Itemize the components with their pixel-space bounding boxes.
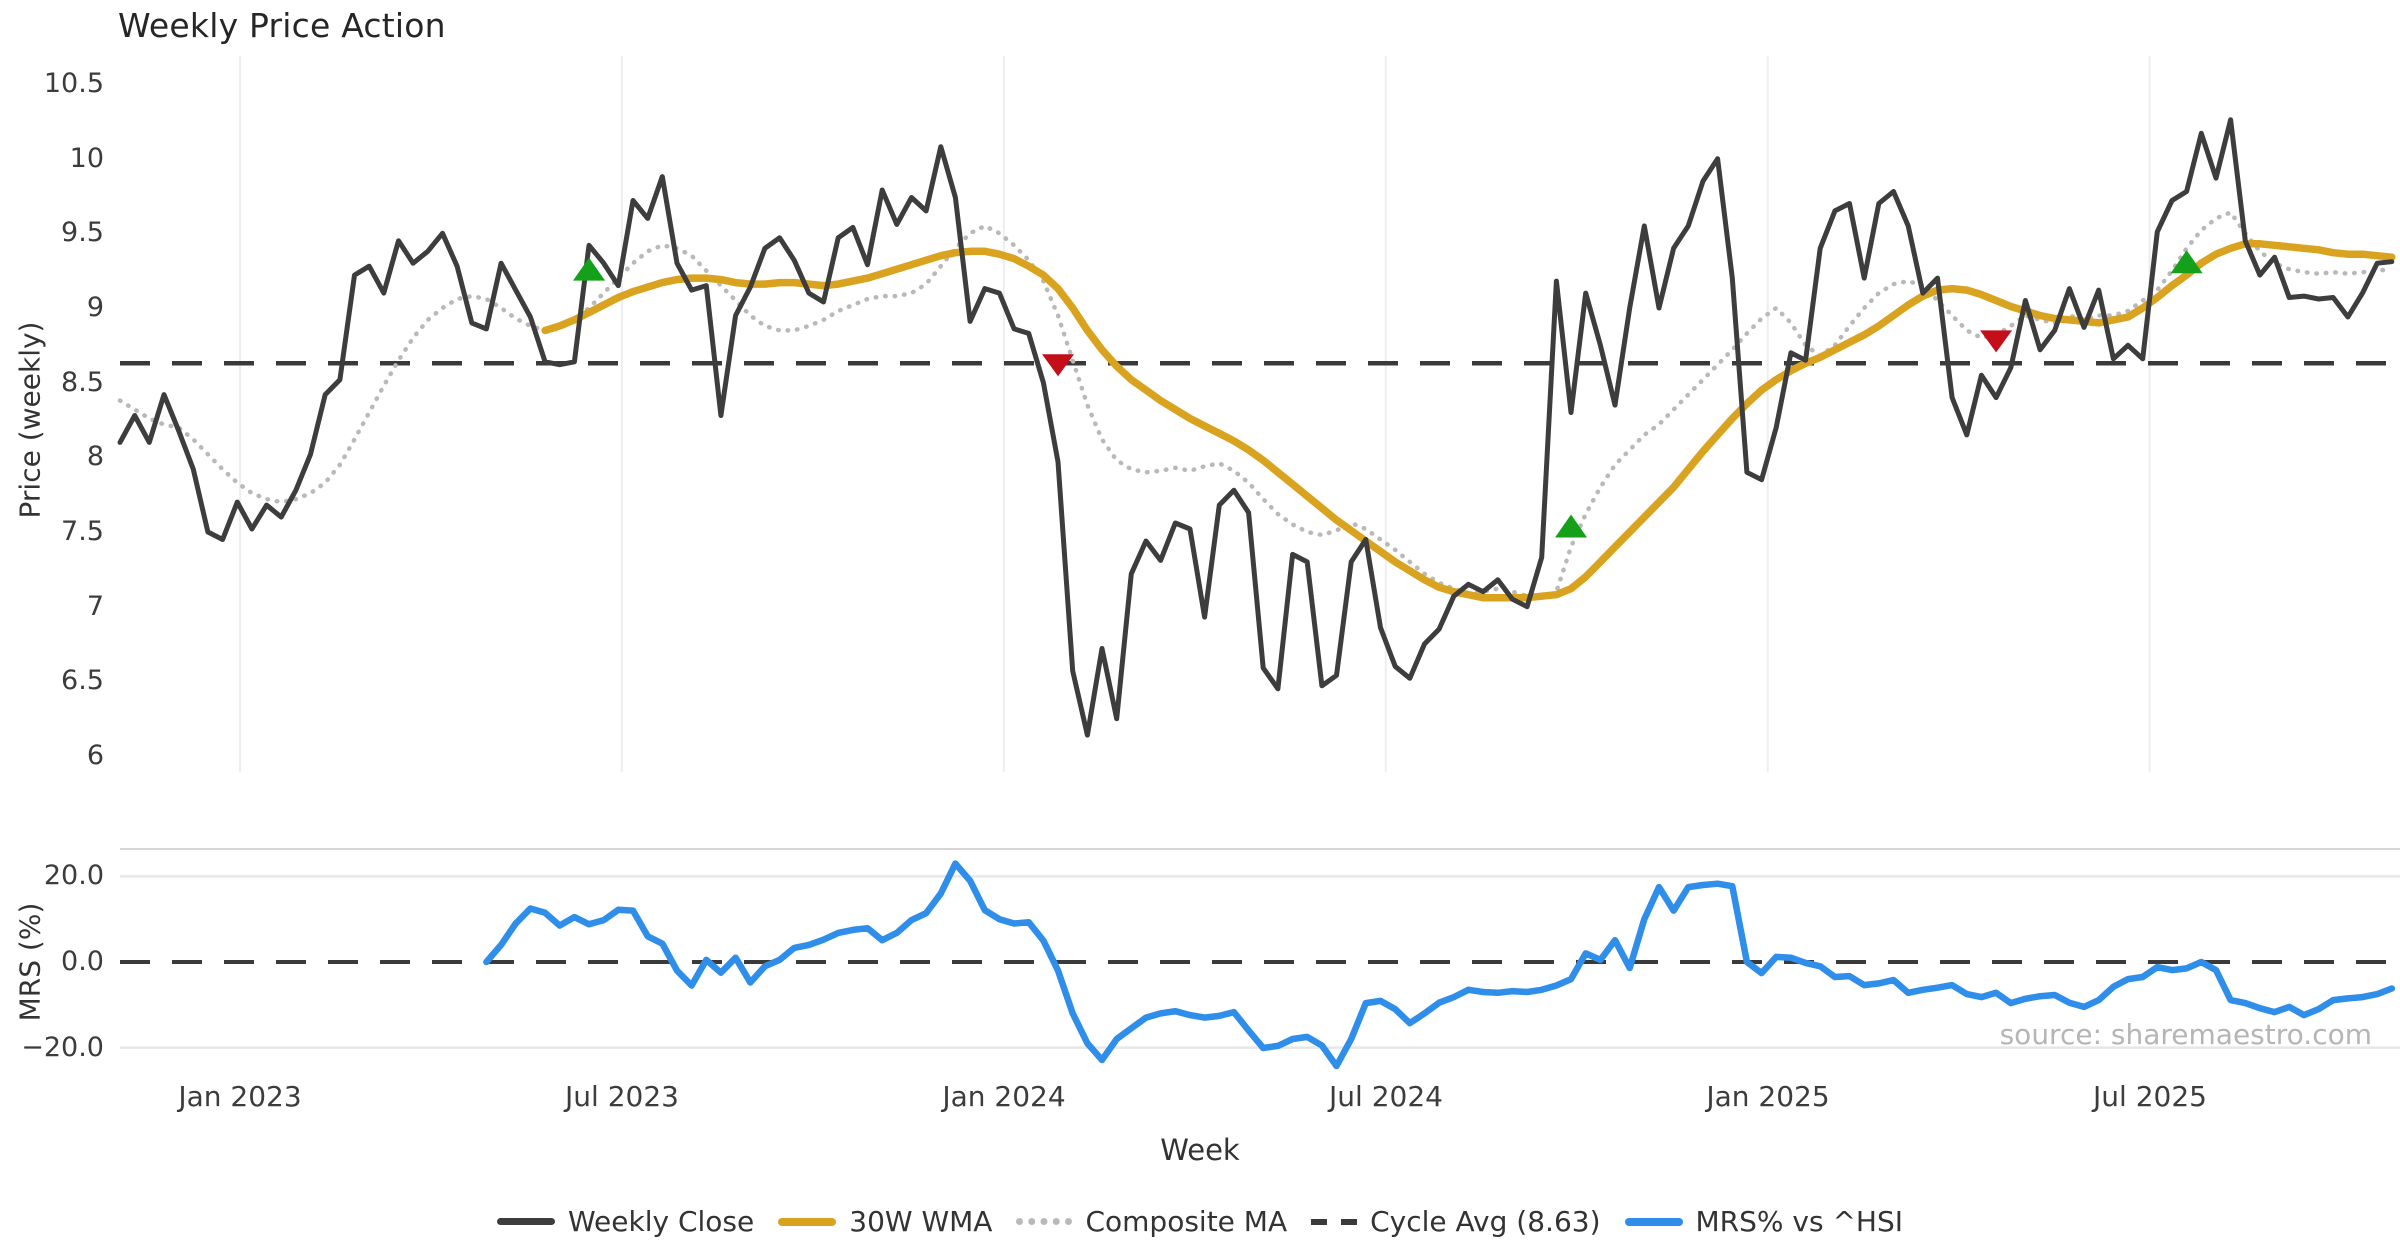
buy-marker-icon	[2170, 250, 2203, 274]
price-tick-label: 6	[86, 740, 104, 771]
price-tick-label: 10.5	[43, 68, 104, 99]
legend-item: Cycle Avg (8.63)	[1311, 1205, 1601, 1238]
solid-gold-swatch-icon	[778, 1217, 837, 1226]
weekly-close-line	[117, 117, 2395, 738]
composite-ma-line	[117, 210, 2395, 600]
legend-label: MRS% vs ^HSI	[1695, 1205, 1904, 1238]
dotted-gray-swatch-icon	[1016, 1218, 1073, 1225]
x-tick-label: Jul 2023	[565, 1080, 679, 1113]
price-tick-label: 8.5	[61, 367, 104, 398]
wma-30w-line	[541, 240, 2396, 602]
mrs-tick-label: 20.0	[43, 860, 104, 891]
x-axis-title: Week	[1160, 1133, 1240, 1167]
solid-blue-swatch-icon	[1624, 1217, 1683, 1226]
buy-marker-icon	[1555, 514, 1588, 538]
sell-marker-icon	[1042, 354, 1075, 377]
price-axis-title: Price (weekly)	[13, 321, 47, 519]
price-tick-label: 7.5	[61, 516, 104, 547]
mrs-tick-label: 0.0	[61, 946, 104, 977]
legend-label: Weekly Close	[568, 1205, 755, 1238]
price-tick-label: 8	[86, 441, 104, 472]
x-tick-label: Jan 2025	[1706, 1080, 1830, 1113]
legend-item: Composite MA	[1016, 1205, 1287, 1238]
price-tick-label: 7	[86, 591, 104, 622]
price-tick-label: 10	[69, 143, 104, 174]
mrs-axis-title: MRS (%)	[13, 902, 47, 1022]
legend-item: MRS% vs ^HSI	[1624, 1205, 1904, 1238]
x-tick-label: Jan 2023	[178, 1080, 302, 1113]
mrs-tick-label: −20.0	[21, 1032, 104, 1063]
legend-label: 30W WMA	[849, 1205, 993, 1238]
buy-marker-icon	[573, 257, 606, 281]
source-watermark: source: sharemaestro.com	[1999, 1018, 2372, 1051]
x-tick-label: Jan 2024	[942, 1080, 1066, 1113]
price-tick-label: 6.5	[61, 665, 104, 696]
solid-dark-swatch-icon	[497, 1218, 555, 1225]
legend-label: Composite MA	[1085, 1205, 1288, 1238]
legend: Weekly Close 30W WMA Composite MA Cycle Avg…	[0, 1205, 2400, 1238]
mrs-line	[483, 860, 2396, 1070]
chart-title: Weekly Price Action	[118, 6, 446, 45]
price-tick-label: 9.5	[61, 217, 104, 248]
legend-item: Weekly Close	[497, 1205, 754, 1238]
sell-marker-icon	[1980, 330, 2013, 353]
x-tick-label: Jul 2024	[1329, 1080, 1443, 1113]
x-tick-label: Jul 2025	[2093, 1080, 2207, 1113]
legend-label: Cycle Avg (8.63)	[1370, 1205, 1601, 1238]
price-tick-label: 9	[86, 292, 104, 323]
dashed-dark-swatch-icon	[1311, 1218, 1358, 1225]
legend-item: 30W WMA	[778, 1205, 992, 1238]
